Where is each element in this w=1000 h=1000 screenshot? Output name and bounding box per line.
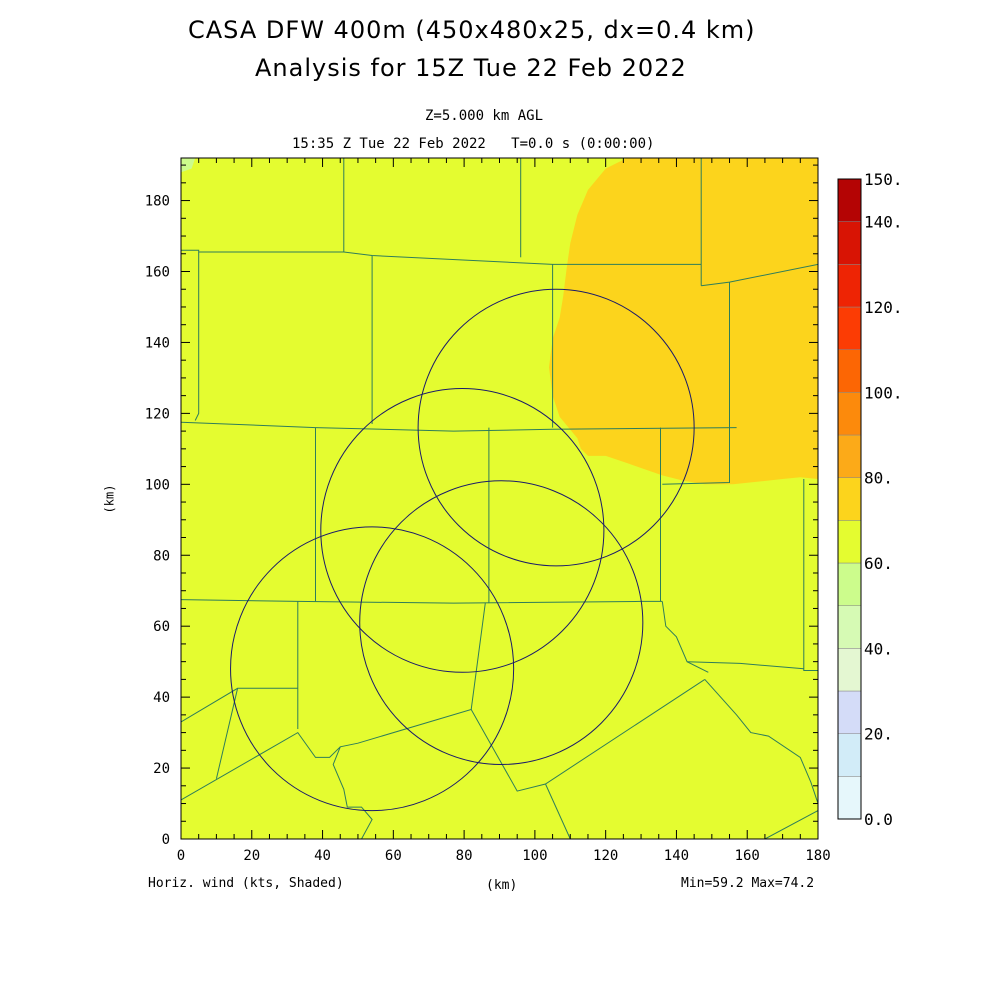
county-boundary-0 bbox=[181, 249, 200, 421]
y-tick-label: 0 bbox=[162, 832, 170, 848]
colorbar-label: 140. bbox=[864, 213, 903, 232]
county-boundary-26 bbox=[764, 810, 818, 839]
y-tick-label: 180 bbox=[145, 194, 170, 210]
y-tick-label: 100 bbox=[145, 477, 170, 493]
x-tick-label: 40 bbox=[314, 848, 331, 864]
y-tick-label: 40 bbox=[153, 690, 170, 706]
x-tick-label: 180 bbox=[805, 848, 830, 864]
x-tick-label: 60 bbox=[385, 848, 402, 864]
colorbar-frame bbox=[837, 178, 862, 820]
colorbar-label: 40. bbox=[864, 639, 893, 658]
x-tick-label: 120 bbox=[593, 848, 618, 864]
plot-area bbox=[181, 158, 818, 839]
colorbar-label: 80. bbox=[864, 469, 893, 488]
county-boundary-24 bbox=[545, 783, 571, 839]
y-tick-label: 80 bbox=[153, 548, 170, 564]
radar-range-ring-1 bbox=[320, 388, 605, 673]
colorbar-bin-7 bbox=[837, 477, 862, 521]
colorbar-bin-3 bbox=[837, 648, 862, 692]
colorbar: 150. 140. 120. 100. 80. 60. 40. 20. 0.0 bbox=[837, 170, 903, 829]
colorbar-bin-4 bbox=[837, 605, 862, 649]
y-tick-label: 60 bbox=[153, 619, 170, 635]
radar-range-ring-2 bbox=[359, 480, 644, 766]
colorbar-bin-6 bbox=[837, 520, 862, 564]
county-boundary-17 bbox=[687, 661, 804, 670]
x-tick-label: 100 bbox=[522, 848, 547, 864]
y-tick-label: 120 bbox=[145, 406, 170, 422]
county-boundary-20 bbox=[215, 688, 239, 779]
radar-range-ring-3 bbox=[230, 526, 515, 812]
chart-subtitle-time: 15:35 Z Tue 22 Feb 2022 T=0.0 s (0:00:00… bbox=[292, 136, 655, 152]
colorbar-label: 0.0 bbox=[864, 810, 893, 829]
colorbar-bin-1 bbox=[837, 733, 862, 777]
plot-axes: 0 20 40 60 80 100 120 140 160 180 0 20 40 60 80 100 120 1… bbox=[145, 157, 831, 864]
y-tick-label: 140 bbox=[145, 335, 170, 351]
county-boundary-14 bbox=[662, 427, 730, 485]
colorbar-bin-12 bbox=[837, 264, 862, 308]
colorbar-label: 100. bbox=[864, 383, 903, 402]
colorbar-label: 60. bbox=[864, 554, 893, 573]
colorbar-bin-9 bbox=[837, 392, 862, 436]
colorbar-label: 150. bbox=[864, 170, 903, 189]
chart-title-line2: Analysis for 15Z Tue 22 Feb 2022 bbox=[255, 54, 687, 82]
colorbar-bin-11 bbox=[837, 306, 862, 350]
x-tick-label: 0 bbox=[177, 848, 185, 864]
variable-label: Horiz. wind (kts, Shaded) bbox=[148, 876, 344, 891]
county-boundary-2 bbox=[181, 599, 663, 604]
x-tick-label: 140 bbox=[664, 848, 689, 864]
colorbar-bin-5 bbox=[837, 562, 862, 606]
colorbar-label: 20. bbox=[864, 725, 893, 744]
x-tick-label: 80 bbox=[456, 848, 473, 864]
colorbar-bin-8 bbox=[837, 434, 862, 478]
colorbar-bin-10 bbox=[837, 349, 862, 393]
x-tick-label: 160 bbox=[735, 848, 760, 864]
colorbar-bin-0 bbox=[837, 776, 862, 820]
x-tick-label: 20 bbox=[243, 848, 260, 864]
county-boundary-21 bbox=[181, 603, 486, 801]
wind-shade-region-1 bbox=[181, 158, 196, 173]
y-tick-label: 160 bbox=[145, 265, 170, 281]
county-boundary-16 bbox=[661, 601, 709, 673]
x-axis-label: (km) bbox=[486, 878, 518, 893]
colorbar-bin-2 bbox=[837, 690, 862, 734]
chart-title-line1: CASA DFW 400m (450x480x25, dx=0.4 km) bbox=[188, 16, 756, 44]
chart-subtitle-level: Z=5.000 km AGL bbox=[425, 108, 544, 124]
colorbar-bin-14 bbox=[837, 178, 862, 222]
radar-range-ring-0 bbox=[417, 288, 695, 567]
county-boundary-1 bbox=[181, 421, 737, 432]
wind-shade-region-0 bbox=[549, 158, 818, 485]
county-boundary-22 bbox=[470, 678, 706, 792]
min-max-label: Min=59.2 Max=74.2 bbox=[681, 876, 815, 891]
y-axis-label: (km) bbox=[102, 484, 117, 514]
colorbar-label: 120. bbox=[864, 298, 903, 317]
county-boundary-15 bbox=[803, 479, 818, 671]
colorbar-bin-13 bbox=[837, 221, 862, 265]
county-boundary-25 bbox=[704, 679, 818, 804]
y-tick-label: 20 bbox=[153, 761, 170, 777]
county-boundary-23 bbox=[332, 746, 373, 839]
